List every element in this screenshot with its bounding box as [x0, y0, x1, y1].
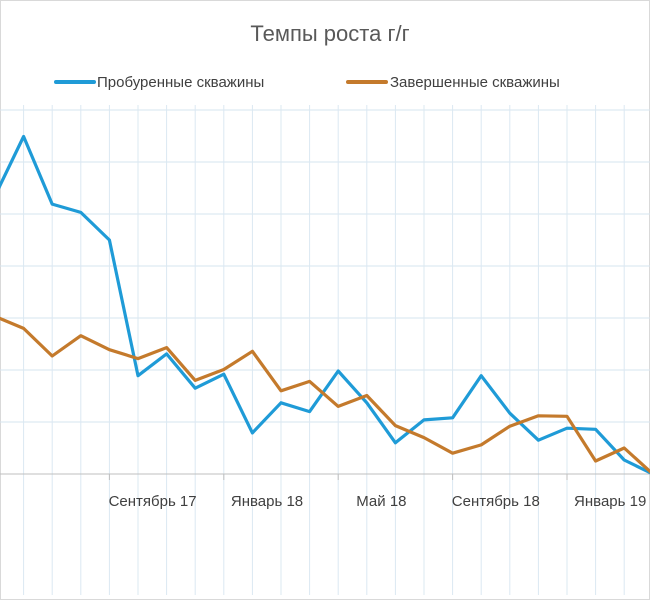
x-axis — [0, 473, 650, 480]
legend-label-completed: Завершенные скважины — [390, 74, 560, 91]
x-tick-label: Май 18 — [356, 493, 406, 510]
series-lines — [0, 134, 650, 475]
x-tick-label: Январь 18 — [231, 493, 303, 510]
x-tick-labels: Сентябрь 17 Январь 18 Май 18 Сентябрь 18 Янв… — [109, 493, 647, 510]
legend-label-drilled: Пробуренные скважины — [97, 74, 264, 91]
x-tick-label: Сентябрь 17 — [109, 493, 197, 510]
legend: Пробуренные скважины Завершенные скважин… — [54, 74, 560, 91]
gridlines — [0, 105, 650, 595]
x-tick-label: Сентябрь 18 — [452, 493, 540, 510]
x-tick-label: Январь 19 — [574, 493, 646, 510]
chart-title: Темпы роста г/г — [250, 21, 409, 46]
